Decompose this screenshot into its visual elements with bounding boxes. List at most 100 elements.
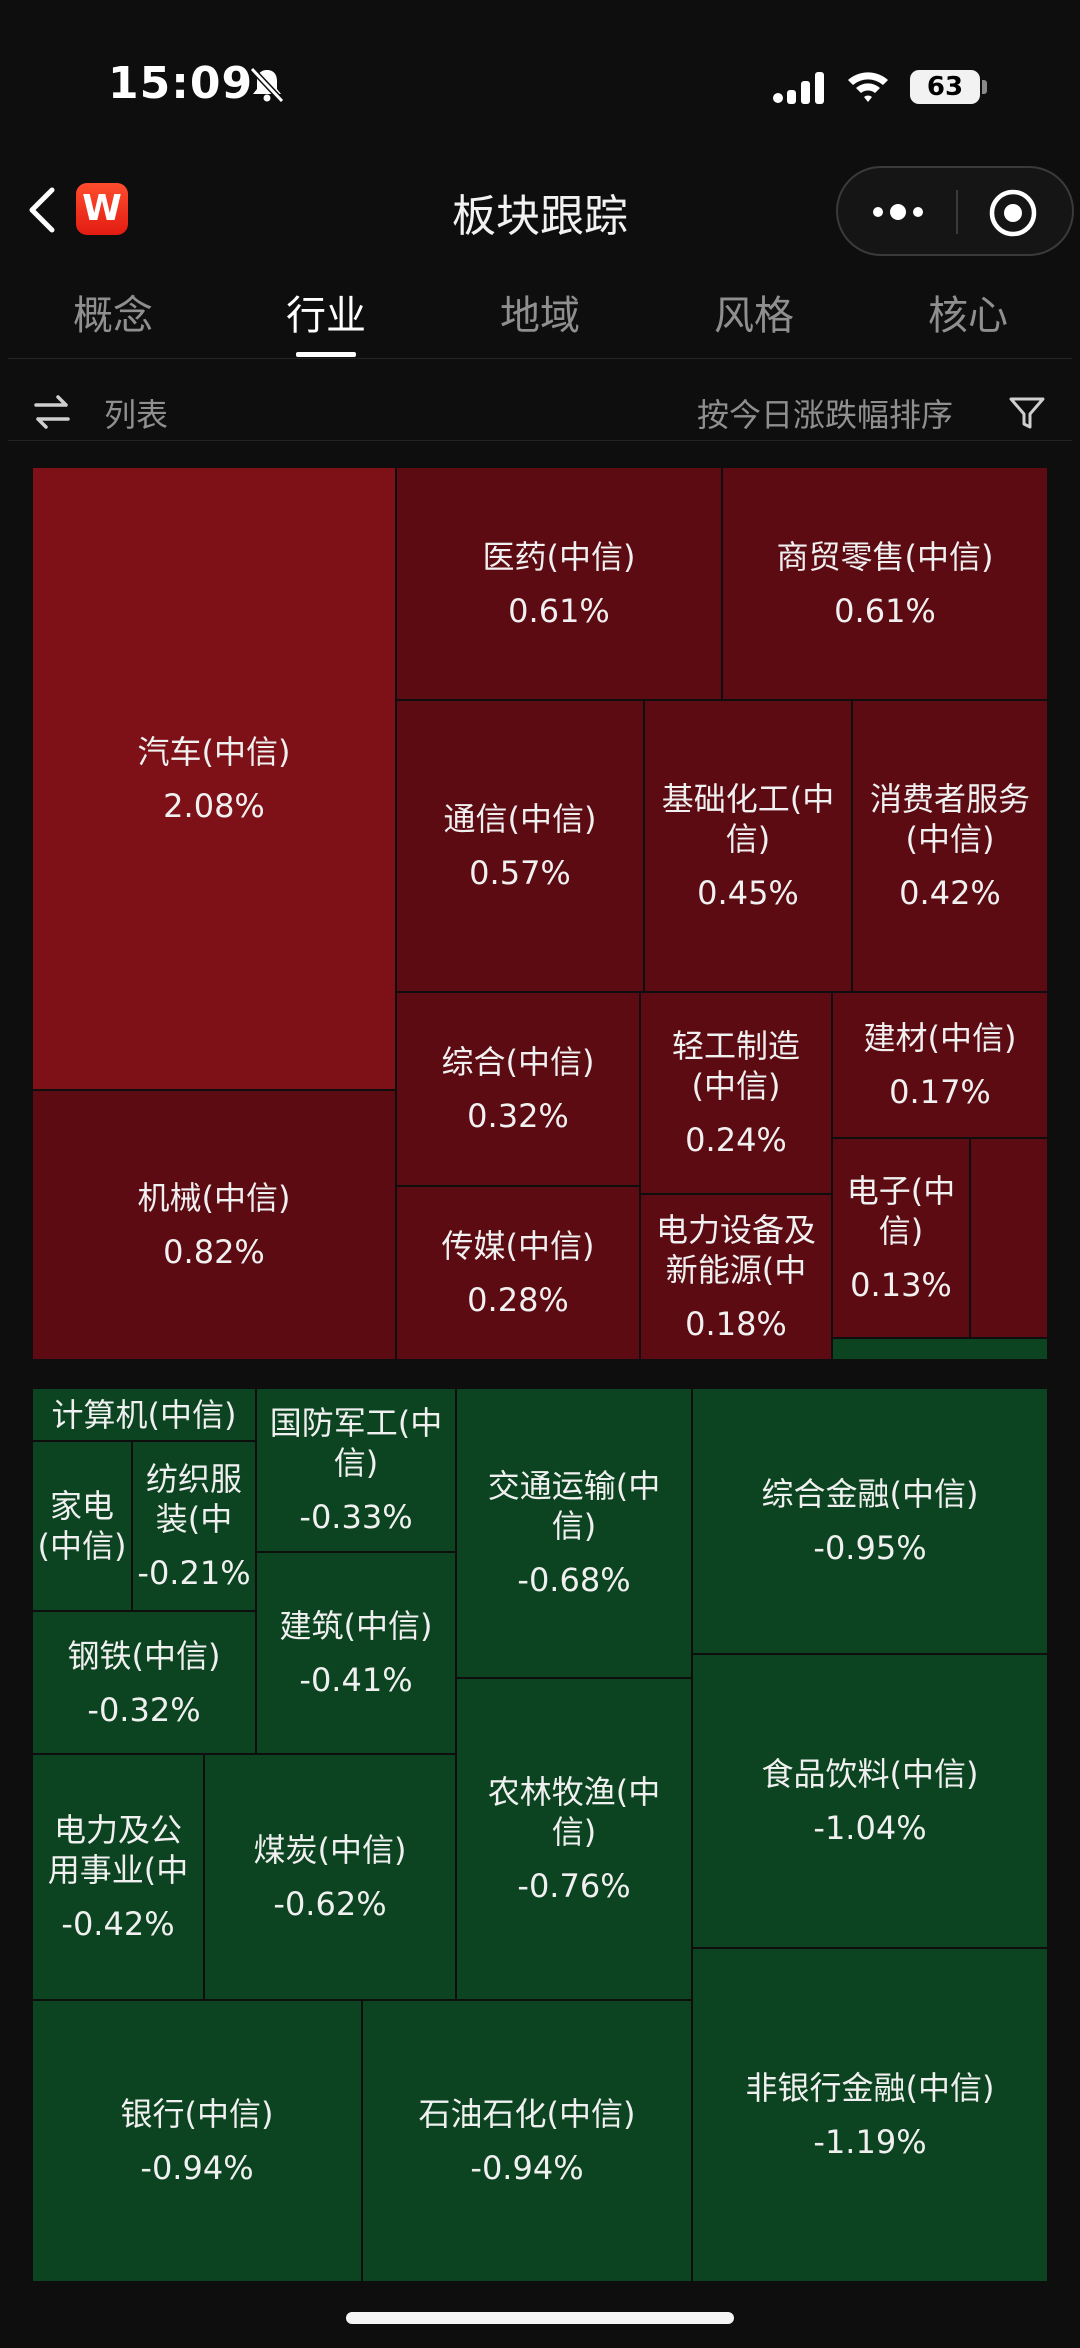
industry-name: 综合金融(中信) — [761, 1475, 979, 1513]
industry-name: 汽车(中信) — [137, 732, 291, 771]
treemap-cell-computer[interactable]: 计算机(中信) — [32, 1388, 256, 1441]
page-title: 板块跟踪 — [452, 191, 628, 242]
industry-name: 石油石化(中信) — [418, 2095, 636, 2133]
industry-name: 计算机(中信) — [51, 1395, 237, 1434]
back-arrow-icon[interactable] — [24, 182, 60, 238]
tab-region[interactable]: 地域 — [500, 293, 580, 339]
change-percent: -0.41% — [299, 1661, 413, 1699]
swap-view-icon[interactable] — [32, 392, 72, 432]
industry-name: 银行(中信) — [120, 2095, 274, 2133]
change-percent: -0.94% — [140, 2149, 254, 2187]
filter-icon[interactable] — [1008, 394, 1046, 432]
tab-core[interactable]: 核心 — [928, 293, 1008, 339]
industry-name: 轻工制造(中信) — [671, 1027, 800, 1105]
industry-name: 交通运输(中信) — [487, 1467, 661, 1545]
close-target-icon[interactable] — [988, 188, 1038, 238]
change-percent: 0.57% — [469, 854, 571, 892]
change-percent: -0.68% — [517, 1561, 631, 1599]
change-percent: -1.04% — [813, 1809, 927, 1847]
treemap-cell-small-rise[interactable] — [970, 1138, 1048, 1338]
treemap-cell-agriculture[interactable]: 农林牧渔(中信) -0.76% — [456, 1678, 692, 2000]
industry-name: 非银行金融(中信) — [745, 2069, 995, 2107]
tabs-divider — [8, 358, 1072, 359]
toolbar-divider — [8, 440, 1072, 441]
more-icon[interactable] — [868, 198, 928, 226]
list-view-toggle[interactable]: 列表 — [104, 396, 169, 434]
capsule-divider — [956, 190, 958, 234]
treemap-cell-power-equipment[interactable]: 电力设备及新能源(中 0.18% — [640, 1194, 832, 1360]
change-percent: -0.32% — [87, 1690, 201, 1729]
change-percent: 0.17% — [889, 1073, 991, 1111]
treemap-cell-defense[interactable]: 国防军工(中信) -0.33% — [256, 1388, 456, 1552]
treemap-cell-bank[interactable]: 银行(中信) -0.94% — [32, 2000, 362, 2282]
treemap-cell-telecom[interactable]: 通信(中信) 0.57% — [396, 700, 644, 992]
treemap-cell-electronics[interactable]: 电子(中信) 0.13% — [832, 1138, 970, 1338]
change-percent: -1.19% — [813, 2123, 927, 2161]
change-percent: -0.42% — [61, 1905, 175, 1943]
treemap-cell-appliance[interactable]: 家电(中信) — [32, 1441, 132, 1611]
treemap-cell-media[interactable]: 传媒(中信) 0.28% — [396, 1186, 640, 1360]
active-tab-indicator — [296, 352, 356, 357]
treemap-cell-petrochem[interactable]: 石油石化(中信) -0.94% — [362, 2000, 692, 2282]
change-percent: -0.62% — [273, 1885, 387, 1923]
tab-style[interactable]: 风格 — [714, 293, 794, 339]
sort-option[interactable]: 按今日涨跌幅排序 — [697, 396, 954, 434]
change-percent: 0.42% — [899, 874, 1001, 912]
tab-concept[interactable]: 概念 — [73, 293, 153, 339]
treemap-cell-steel[interactable]: 钢铁(中信) -0.32% — [32, 1611, 256, 1754]
industry-name: 建筑(中信) — [279, 1607, 433, 1645]
treemap-cell-conglomerate[interactable]: 综合(中信) 0.32% — [396, 992, 640, 1186]
battery-tip — [982, 80, 987, 94]
industry-name: 商贸零售(中信) — [776, 537, 994, 576]
battery-indicator: 63 — [910, 70, 980, 104]
change-percent: 0.28% — [467, 1281, 569, 1319]
change-percent: 0.82% — [163, 1233, 265, 1271]
treemap-cell-chem[interactable]: 基础化工(中信) 0.45% — [644, 700, 852, 992]
industry-name: 钢铁(中信) — [67, 1636, 221, 1675]
treemap-cell-auto[interactable]: 汽车(中信) 2.08% — [32, 467, 396, 1090]
industry-name: 消费者服务(中信) — [869, 780, 1030, 858]
industry-name: 农林牧渔(中信) — [487, 1773, 661, 1851]
industry-name: 建材(中信) — [863, 1019, 1017, 1057]
treemap-cell-food-beverage[interactable]: 食品饮料(中信) -1.04% — [692, 1654, 1048, 1948]
change-percent: 0.13% — [850, 1266, 952, 1304]
home-indicator — [346, 2312, 734, 2324]
app-logo: W — [76, 183, 128, 235]
change-percent: -0.95% — [813, 1529, 927, 1567]
change-percent: -0.21% — [137, 1554, 251, 1592]
industry-name: 国防军工(中信) — [269, 1404, 443, 1482]
change-percent: -0.76% — [517, 1867, 631, 1905]
change-percent: 0.45% — [697, 874, 799, 912]
status-time: 15:09 — [108, 58, 254, 109]
treemap-cell-coal[interactable]: 煤炭(中信) -0.62% — [204, 1754, 456, 2000]
treemap-cell-textile[interactable]: 纺织服装(中 -0.21% — [132, 1441, 256, 1611]
treemap-cell-non-bank-finance[interactable]: 非银行金融(中信) -1.19% — [692, 1948, 1048, 2282]
industry-name: 综合(中信) — [441, 1043, 595, 1081]
treemap-cell-construction[interactable]: 建筑(中信) -0.41% — [256, 1552, 456, 1754]
industry-name: 传媒(中信) — [441, 1227, 595, 1265]
treemap-cell-building-materials[interactable]: 建材(中信) 0.17% — [832, 992, 1048, 1138]
industry-name: 电力设备及新能源(中 — [655, 1211, 816, 1289]
industry-name: 电力及公用事业(中 — [47, 1811, 189, 1889]
treemap-cell-utilities[interactable]: 电力及公用事业(中 -0.42% — [32, 1754, 204, 2000]
treemap-cell-diversified-finance[interactable]: 综合金融(中信) -0.95% — [692, 1388, 1048, 1654]
change-percent: 2.08% — [163, 786, 265, 825]
change-percent: 0.24% — [685, 1121, 787, 1159]
treemap-cell-light-industry[interactable]: 轻工制造(中信) 0.24% — [640, 992, 832, 1194]
change-percent: -0.94% — [470, 2149, 584, 2187]
industry-name: 医药(中信) — [482, 537, 636, 576]
treemap-cell-consumer-services[interactable]: 消费者服务(中信) 0.42% — [852, 700, 1048, 992]
bell-muted-icon — [249, 66, 285, 104]
mini-program-capsule — [836, 166, 1074, 256]
treemap-cell-machinery[interactable]: 机械(中信) 0.82% — [32, 1090, 396, 1360]
treemap-cell-pharma[interactable]: 医药(中信) 0.61% — [396, 467, 722, 700]
treemap-cell-small-fall[interactable] — [832, 1338, 1048, 1360]
change-percent: 0.61% — [834, 591, 936, 630]
treemap-cell-retail[interactable]: 商贸零售(中信) 0.61% — [722, 467, 1048, 700]
treemap-cell-transport[interactable]: 交通运输(中信) -0.68% — [456, 1388, 692, 1678]
industry-name: 通信(中信) — [443, 800, 597, 838]
change-percent: 0.18% — [685, 1305, 787, 1343]
wifi-icon — [848, 72, 888, 102]
tab-industry[interactable]: 行业 — [286, 293, 366, 339]
